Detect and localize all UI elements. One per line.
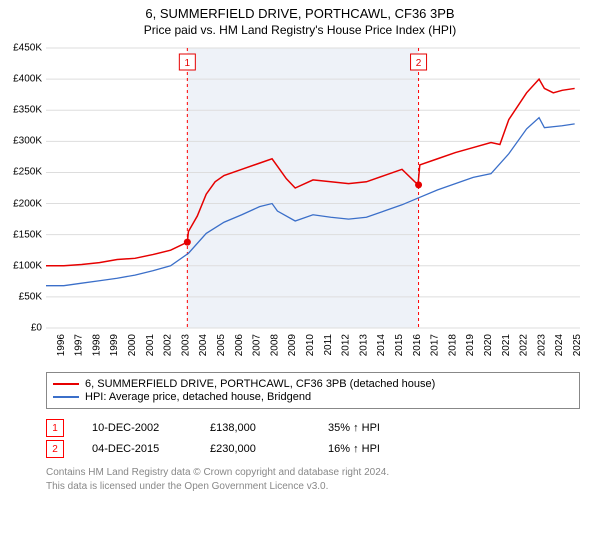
svg-text:1996: 1996 <box>56 334 67 356</box>
marker-date-1: 10-DEC-2002 <box>92 422 182 434</box>
svg-text:2: 2 <box>416 58 422 69</box>
legend-label-1: 6, SUMMERFIELD DRIVE, PORTHCAWL, CF36 3P… <box>85 378 435 390</box>
svg-text:2000: 2000 <box>127 334 138 356</box>
legend-label-2: HPI: Average price, detached house, Brid… <box>85 391 311 403</box>
svg-text:1998: 1998 <box>91 334 102 356</box>
y-tick-label: £250K <box>13 167 46 178</box>
marker-delta-1: 35% ↑ HPI <box>328 422 418 434</box>
marker-box-2: 2 <box>46 440 64 458</box>
y-tick-label: £400K <box>13 74 46 85</box>
svg-text:2013: 2013 <box>358 334 369 356</box>
svg-text:2004: 2004 <box>198 334 209 356</box>
svg-text:2021: 2021 <box>501 334 512 356</box>
legend-swatch-2 <box>53 396 79 398</box>
svg-text:1995: 1995 <box>46 334 49 356</box>
svg-text:2009: 2009 <box>287 334 298 356</box>
marker-delta-2: 16% ↑ HPI <box>328 443 418 455</box>
y-tick-label: £200K <box>13 198 46 209</box>
svg-text:2002: 2002 <box>163 334 174 356</box>
svg-text:2015: 2015 <box>394 334 405 356</box>
svg-text:1999: 1999 <box>109 334 120 356</box>
price-chart: 1 2 1995 1996 1997 1998 1999 2000 2001 2002 2003 20… <box>46 46 580 356</box>
marker-box-1: 1 <box>46 419 64 437</box>
svg-text:1997: 1997 <box>74 334 85 356</box>
svg-text:2017: 2017 <box>430 334 441 356</box>
legend-swatch-1 <box>53 383 79 385</box>
svg-text:2016: 2016 <box>412 334 423 356</box>
svg-text:2006: 2006 <box>234 334 245 356</box>
marker-table: 1 10-DEC-2002 £138,000 35% ↑ HPI 2 04-DE… <box>46 416 580 461</box>
svg-text:2007: 2007 <box>252 334 263 356</box>
svg-text:2008: 2008 <box>269 334 280 356</box>
svg-text:2014: 2014 <box>376 334 387 356</box>
marker-price-1: £138,000 <box>210 422 300 434</box>
marker-price-2: £230,000 <box>210 443 300 455</box>
svg-text:2003: 2003 <box>180 334 191 356</box>
y-tick-label: £450K <box>13 43 46 54</box>
svg-text:2011: 2011 <box>323 334 334 356</box>
svg-text:2012: 2012 <box>341 334 352 356</box>
y-tick-label: £100K <box>13 260 46 271</box>
legend: 6, SUMMERFIELD DRIVE, PORTHCAWL, CF36 3P… <box>46 372 580 409</box>
svg-text:2020: 2020 <box>483 334 494 356</box>
footer-line2: This data is licensed under the Open Gov… <box>46 480 580 494</box>
svg-text:2024: 2024 <box>554 334 565 356</box>
y-tick-label: £300K <box>13 136 46 147</box>
footer-line1: Contains HM Land Registry data © Crown c… <box>46 466 580 480</box>
svg-text:1: 1 <box>185 58 191 69</box>
svg-text:2023: 2023 <box>536 334 547 356</box>
y-tick-label: £50K <box>19 291 46 302</box>
marker-date-2: 04-DEC-2015 <box>92 443 182 455</box>
svg-text:2010: 2010 <box>305 334 316 356</box>
svg-text:2025: 2025 <box>572 334 580 356</box>
title-subtitle: Price paid vs. HM Land Registry's House … <box>0 23 600 37</box>
y-tick-label: £0 <box>31 323 46 334</box>
footer-attribution: Contains HM Land Registry data © Crown c… <box>46 466 580 493</box>
svg-text:2005: 2005 <box>216 334 227 356</box>
svg-text:2018: 2018 <box>447 334 458 356</box>
title-address: 6, SUMMERFIELD DRIVE, PORTHCAWL, CF36 3P… <box>0 6 600 21</box>
svg-text:2022: 2022 <box>519 334 530 356</box>
svg-text:2001: 2001 <box>145 334 156 356</box>
svg-text:2019: 2019 <box>465 334 476 356</box>
y-tick-label: £150K <box>13 229 46 240</box>
y-tick-label: £350K <box>13 105 46 116</box>
